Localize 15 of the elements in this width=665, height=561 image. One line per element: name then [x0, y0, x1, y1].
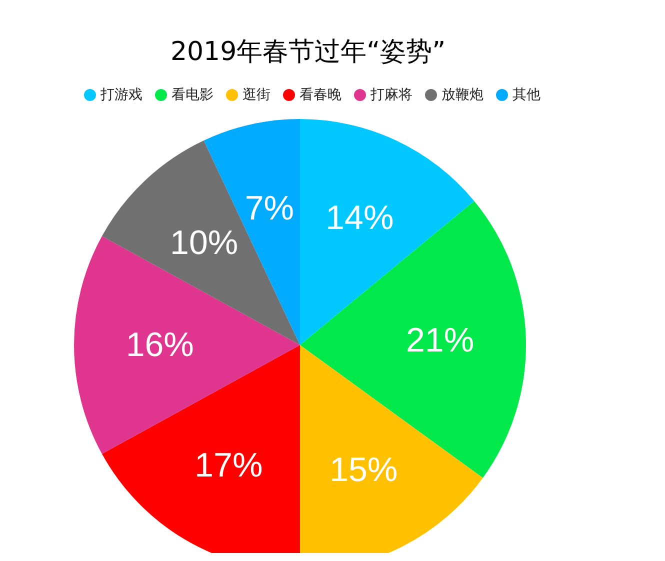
legend-label: 打游戏 [100, 86, 142, 104]
data-label: 15% [330, 450, 398, 489]
legend-label: 看春晚 [298, 86, 342, 104]
data-label: 17% [194, 446, 263, 485]
data-label: 21% [406, 322, 474, 360]
data-label: 7% [244, 189, 294, 228]
legend-label: 放鞭炮 [440, 86, 484, 104]
legend-label: 看电影 [170, 86, 214, 104]
legend-label: 其他 [512, 86, 540, 104]
chart-title: 2019年春节过年“姿势” [169, 36, 447, 69]
data-label: 14% [326, 199, 394, 238]
data-label: 16% [126, 326, 194, 364]
data-label: 10% [170, 224, 238, 262]
legend-label: 打麻将 [370, 86, 412, 104]
legend-label: 逛街 [242, 86, 270, 104]
